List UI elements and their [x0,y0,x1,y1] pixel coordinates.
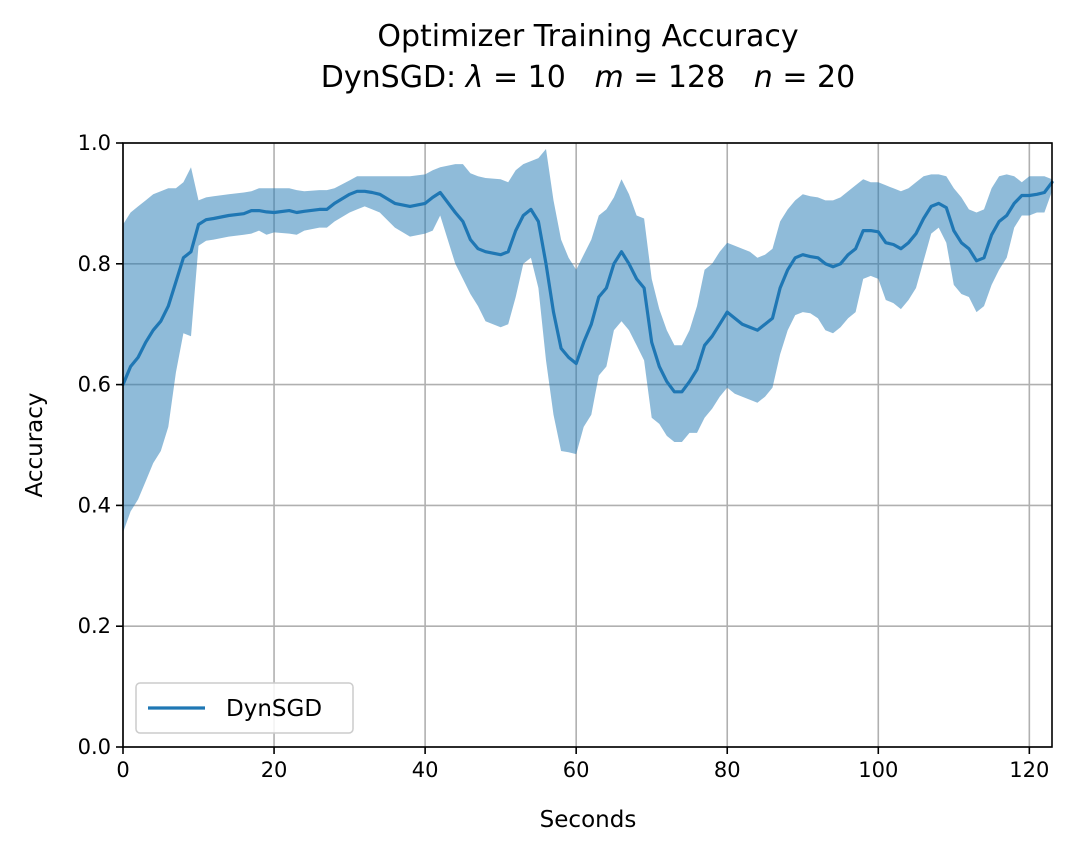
x-tick-label: 40 [412,758,439,782]
subtitle-symbol: m [594,60,623,95]
y-axis-label: Accuracy [22,392,48,497]
subtitle-symbol: λ [464,60,484,95]
plot-frame [122,142,1053,748]
subtitle-value: = 20 [773,60,855,95]
subtitle-symbol: n [754,60,773,95]
subtitle-prefix: DynSGD: [321,60,466,95]
y-tick-label: 1.0 [78,131,111,155]
x-tick-label: 20 [261,758,288,782]
chart-title: Optimizer Training Accuracy [377,19,798,54]
x-tick-label: 120 [1009,758,1049,782]
x-tick-label: 60 [563,758,590,782]
x-tick-label: 0 [116,758,129,782]
y-tick-label: 0.4 [78,493,111,517]
confidence-band-group [123,149,1052,533]
axis-ticks: 0 20 40 60 80 100 120 0.0 0.2 0.4 0.6 0.8 1.0 [78,131,1050,782]
x-tick-label: 80 [714,758,741,782]
y-tick-label: 0.8 [78,252,111,276]
series-line-group [121,180,1054,394]
chart-subtitle: DynSGD: λ = 10 m = 128 n = 20 [321,60,855,95]
x-tick-label: 100 [858,758,898,782]
legend-box [135,682,354,734]
confidence-band-dynsgd [123,149,1052,533]
y-tick-label: 0.6 [78,373,111,397]
legend-label-dynsgd: DynSGD [226,696,322,722]
subtitle-value: = 128 [624,60,754,95]
series-line-dynsgd [121,180,1054,394]
y-tick-label: 0.2 [78,614,111,638]
y-tick-label: 0.0 [78,735,111,759]
x-axis-label: Seconds [540,807,637,833]
subtitle-value: = 10 [483,60,594,95]
legend: DynSGD [135,682,354,734]
